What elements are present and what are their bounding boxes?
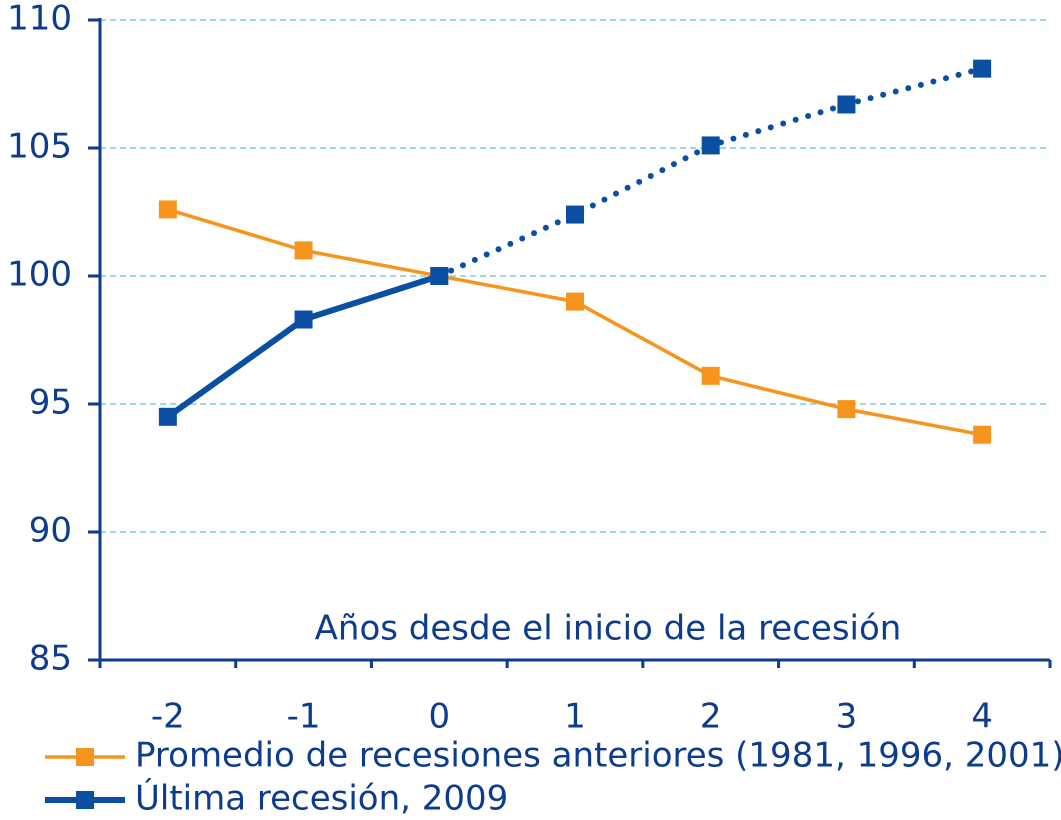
y-tick-label: 100	[7, 255, 72, 295]
legend-marker	[76, 748, 94, 766]
y-tick-label: 85	[29, 639, 72, 679]
marker	[837, 95, 856, 114]
marker	[973, 59, 992, 78]
line	[167, 207, 983, 437]
legend-label: Promedio de recesiones anteriores (1981,…	[135, 736, 1061, 776]
marker	[294, 310, 313, 329]
marker	[158, 200, 177, 219]
x-tick-label: 1	[564, 697, 586, 737]
marker	[430, 267, 449, 285]
marker	[294, 241, 313, 260]
marker	[158, 407, 177, 426]
y-tick-label: 90	[29, 511, 72, 551]
marker	[701, 136, 720, 155]
x-tick-label: 4	[971, 697, 993, 737]
x-tick-label: -2	[151, 697, 185, 737]
marker	[973, 425, 992, 444]
legend-label: Última recesión, 2009	[135, 778, 508, 819]
x-tick-label: 0	[428, 697, 450, 737]
marker	[837, 400, 856, 419]
x-tick-label: 2	[700, 697, 722, 737]
legend-marker	[76, 791, 94, 809]
line	[166, 273, 441, 420]
x-axis-label: Años desde el inicio de la recesión	[315, 609, 902, 649]
marker	[566, 205, 584, 224]
y-tick-label: 110	[7, 0, 72, 39]
y-tick-label: 105	[7, 127, 72, 167]
x-tick-label: -1	[287, 697, 321, 737]
marker	[566, 292, 584, 311]
marker	[701, 366, 720, 385]
line-projection	[436, 65, 986, 279]
x-tick-label: 3	[836, 697, 858, 737]
y-tick-label: 95	[29, 383, 72, 423]
